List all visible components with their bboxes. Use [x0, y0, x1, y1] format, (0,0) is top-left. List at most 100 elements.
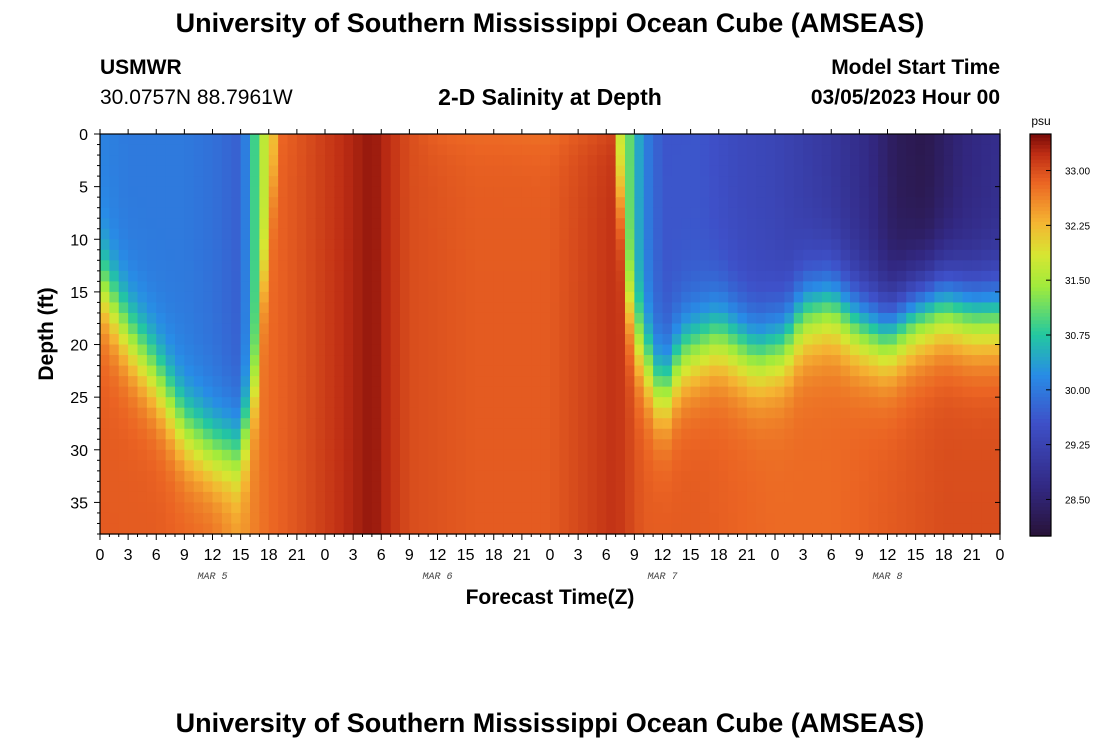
heatmap-cell: [475, 197, 485, 209]
heatmap-cell: [456, 260, 467, 272]
heatmap-cell: [709, 376, 720, 388]
heatmap-cell: [943, 134, 954, 146]
heatmap-cell: [690, 186, 701, 198]
heatmap-cell: [821, 218, 832, 230]
heatmap-cell: [418, 376, 429, 388]
heatmap-cell: [662, 428, 673, 440]
heatmap-cell: [850, 144, 860, 156]
heatmap-cell: [437, 144, 448, 156]
heatmap-cell: [231, 165, 242, 177]
heatmap-cell: [287, 365, 298, 377]
colorbar-swatch: [1030, 174, 1051, 179]
heatmap-cell: [212, 249, 223, 261]
heatmap-cell: [428, 355, 439, 367]
heatmap-cell: [268, 481, 279, 493]
heatmap-cell: [943, 165, 954, 177]
heatmap-cell: [831, 281, 842, 293]
heatmap-cell: [681, 523, 692, 535]
heatmap-cell: [353, 291, 364, 304]
heatmap-cell: [700, 323, 710, 335]
heatmap-cell: [175, 281, 185, 293]
heatmap-cell: [475, 176, 485, 188]
heatmap-cell: [250, 144, 260, 156]
heatmap-cell: [418, 491, 429, 504]
heatmap-cell: [446, 270, 457, 282]
heatmap-cell: [587, 239, 598, 251]
x-tick-label: 0: [771, 547, 780, 564]
heatmap-cell: [606, 155, 617, 167]
heatmap-cell: [643, 197, 654, 209]
heatmap-cell: [484, 481, 495, 493]
heatmap-cell: [756, 355, 767, 367]
heatmap-cell: [606, 334, 617, 346]
heatmap-cell: [250, 291, 260, 304]
heatmap-cell: [221, 344, 232, 356]
heatmap-cell: [709, 397, 720, 409]
heatmap-cell: [906, 228, 917, 240]
heatmap-cell: [578, 134, 589, 146]
heatmap-cell: [400, 491, 410, 504]
heatmap-cell: [634, 397, 645, 409]
heatmap-cell: [156, 470, 167, 482]
heatmap-cell: [756, 449, 767, 461]
heatmap-cell: [625, 155, 635, 167]
heatmap-cell: [765, 155, 776, 167]
heatmap-cell: [915, 302, 926, 314]
heatmap-cell: [625, 460, 635, 472]
heatmap-cell: [821, 302, 832, 314]
heatmap-cell: [756, 186, 767, 198]
heatmap-cell: [503, 270, 514, 282]
heatmap-cell: [550, 376, 560, 388]
heatmap-cell: [915, 428, 926, 440]
heatmap-cell: [906, 449, 917, 461]
heatmap-cell: [184, 291, 195, 304]
heatmap-cell: [878, 418, 889, 430]
heatmap-cell: [156, 270, 167, 282]
heatmap-cell: [175, 428, 185, 440]
heatmap-cell: [390, 249, 401, 261]
heatmap-cell: [212, 270, 223, 282]
heatmap-cell: [765, 376, 776, 388]
heatmap-cell: [681, 449, 692, 461]
heatmap-cell: [840, 291, 851, 304]
heatmap-cell: [775, 428, 785, 440]
heatmap-cell: [596, 165, 607, 177]
heatmap-cell: [165, 512, 176, 525]
heatmap-cell: [765, 186, 776, 198]
heatmap-cell: [746, 386, 757, 398]
heatmap-cell: [896, 449, 907, 461]
heatmap-cell: [212, 176, 223, 188]
heatmap-cell: [353, 386, 364, 398]
heatmap-cell: [596, 186, 607, 198]
heatmap-cell: [634, 260, 645, 272]
heatmap-cell: [662, 302, 673, 314]
colorbar-swatch: [1030, 481, 1051, 486]
heatmap-cell: [306, 376, 317, 388]
heatmap-cell: [165, 481, 176, 493]
heatmap-cell: [240, 302, 251, 314]
heatmap-cell: [953, 260, 964, 272]
heatmap-cell: [728, 176, 739, 188]
colorbar-swatch: [1030, 148, 1051, 153]
heatmap-cell: [475, 355, 485, 367]
heatmap-cell: [503, 281, 514, 293]
colorbar-swatch: [1030, 170, 1051, 175]
heatmap-cell: [400, 134, 410, 146]
colorbar-swatch: [1030, 327, 1051, 332]
heatmap-cell: [606, 449, 617, 461]
heatmap-cell: [156, 365, 167, 377]
heatmap-cell: [981, 418, 992, 430]
heatmap-cell: [193, 312, 204, 325]
heatmap-cell: [578, 491, 589, 504]
heatmap-cell: [643, 218, 654, 230]
heatmap-cell: [371, 481, 382, 493]
heatmap-cell: [990, 186, 1001, 198]
heatmap-cell: [550, 249, 560, 261]
heatmap-cell: [775, 481, 785, 493]
heatmap-cell: [962, 323, 973, 335]
heatmap-cell: [137, 270, 148, 282]
heatmap-cell: [184, 165, 195, 177]
heatmap-cell: [296, 323, 307, 335]
heatmap-cell: [175, 407, 185, 419]
heatmap-cell: [128, 502, 139, 514]
